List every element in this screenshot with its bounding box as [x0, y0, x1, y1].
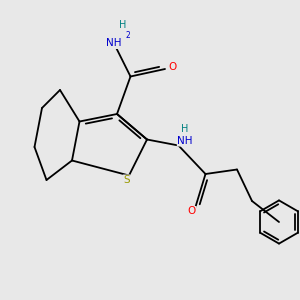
Text: 2: 2 — [125, 32, 130, 40]
Text: S: S — [123, 175, 130, 185]
Text: H: H — [182, 124, 189, 134]
Text: H: H — [119, 20, 127, 31]
Text: O: O — [188, 206, 196, 217]
Text: O: O — [168, 62, 177, 73]
Text: NH: NH — [177, 136, 193, 146]
Text: NH: NH — [106, 38, 122, 49]
